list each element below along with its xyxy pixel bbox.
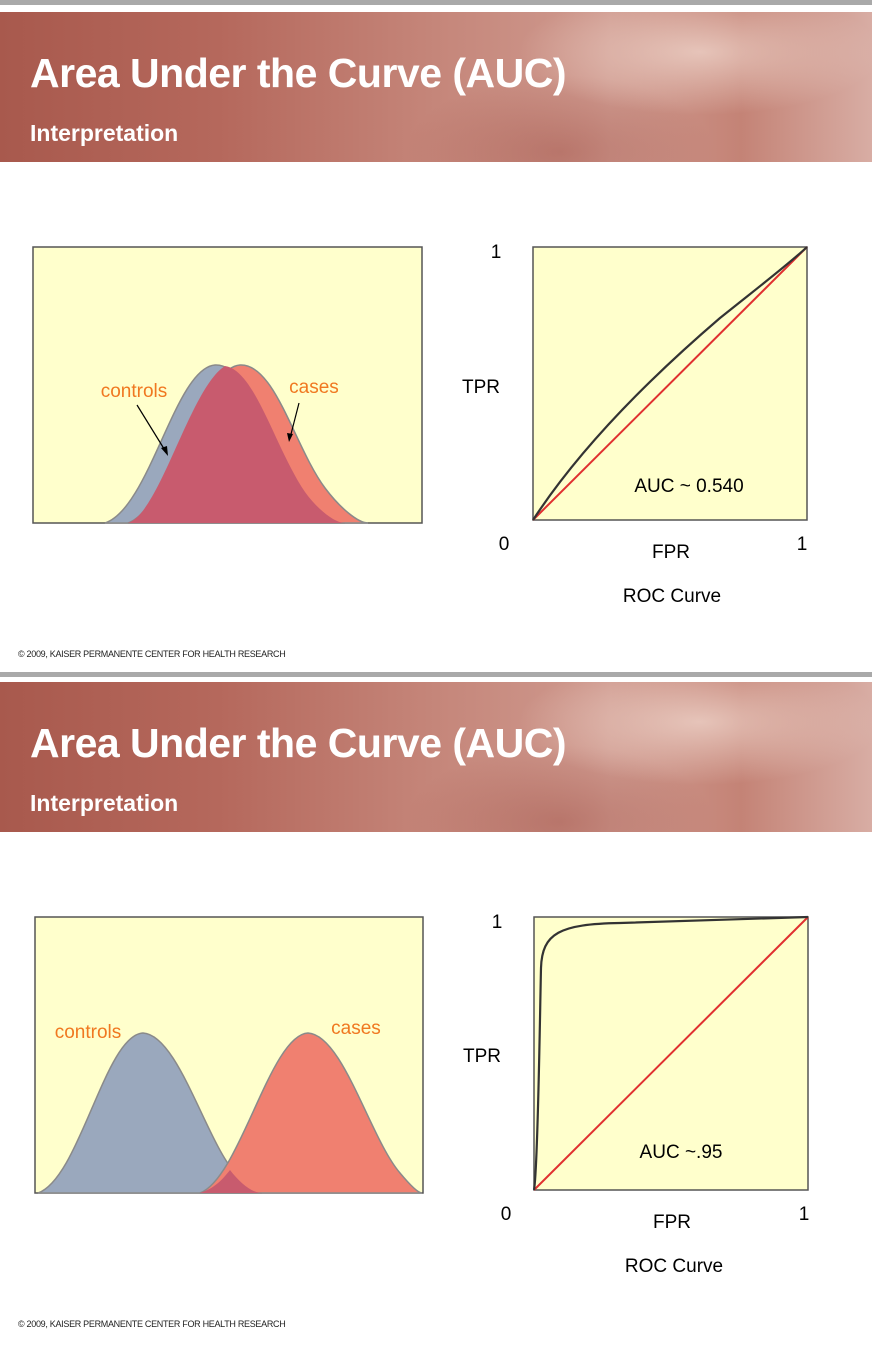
roc-curve [532,915,809,1191]
slide-title: Area Under the Curve (AUC) [30,720,567,766]
roc-curve [532,246,808,521]
cases-arrow [289,402,300,439]
auc-figure-1: controls cases AUC ~ 0.540 1 0 1 TPR FPR… [32,242,808,607]
slide-title: Area Under the Curve (AUC) [30,50,567,96]
overlap-region [200,1170,262,1193]
y-axis-label: TPR [463,1046,501,1067]
origin-label: 0 [501,1204,512,1225]
chance-diagonal [532,246,808,521]
y-axis-label: TPR [462,377,500,398]
cases-label: cases [331,1018,381,1039]
cases-arrow-head [287,433,293,442]
auc-figure-2: controls cases AUC ~.95 1 0 1 TPR FPR RO… [34,912,810,1277]
slide-1: Area Under the Curve (AUC) Interpretatio… [0,8,872,670]
slide-top-border [0,672,872,677]
slide-subtitle: Interpretation [30,120,179,146]
slide-2: Area Under the Curve (AUC) Interpretatio… [0,678,872,1340]
x-axis-label: FPR [652,542,690,563]
origin-label: 0 [499,534,510,555]
cases-distribution [199,1032,423,1194]
cases-label: cases [289,377,339,398]
x-max-label: 1 [799,1204,810,1225]
roc-caption: ROC Curve [625,1256,723,1277]
y-max-label: 1 [491,242,502,263]
copyright: © 2009, KAISER PERMANENTE CENTER FOR HEA… [18,1319,286,1329]
controls-label: controls [101,381,168,402]
slide-top-border [0,0,872,5]
copyright: © 2009, KAISER PERMANENTE CENTER FOR HEA… [18,649,286,659]
slide-header: Area Under the Curve (AUC) Interpretatio… [0,12,872,162]
x-axis-label: FPR [653,1212,691,1233]
auc-label: AUC ~ 0.540 [634,476,743,497]
slide-subtitle: Interpretation [30,790,179,816]
overlap-region [128,366,345,523]
x-max-label: 1 [797,534,808,555]
chance-diagonal [533,916,809,1191]
auc-label: AUC ~.95 [640,1142,723,1163]
controls-arrow [136,404,167,453]
controls-label: controls [55,1022,122,1043]
slide-header: Area Under the Curve (AUC) Interpretatio… [0,682,872,832]
roc-caption: ROC Curve [623,586,721,607]
y-max-label: 1 [492,912,503,933]
controls-arrow-head [161,446,168,456]
